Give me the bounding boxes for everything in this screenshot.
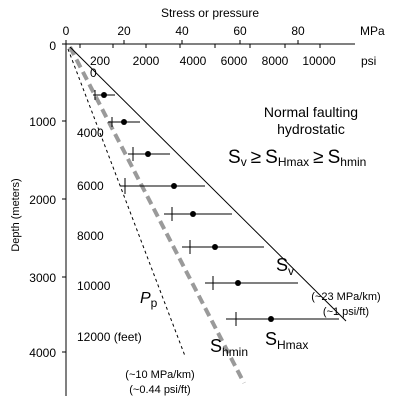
feet-label: 0 <box>90 66 97 80</box>
depth-tick-label: 1000 <box>29 115 56 129</box>
psi-tick-marks <box>79 44 321 48</box>
depth-tick-label: 3000 <box>29 271 56 285</box>
shmax-label: SHmax <box>265 329 308 352</box>
depth-tick-label: 2000 <box>29 193 56 207</box>
psi-tick-label: 4000 <box>180 54 207 68</box>
psi-tick-label: 2000 <box>133 54 160 68</box>
diagram-title: Stress or pressure <box>161 6 259 20</box>
sv-label: Sv <box>276 255 294 278</box>
psi-unit: psi <box>361 54 376 68</box>
psi-tick-label: 200 <box>90 54 110 68</box>
depth-tick-label: 0 <box>49 39 56 53</box>
mpa-tick-label: 0 <box>63 24 70 38</box>
regime-line2: hydrostatic <box>277 121 345 137</box>
mpa-tick-marks <box>65 40 299 44</box>
feet-label: 8000 <box>77 229 104 243</box>
shmin-line <box>68 46 246 384</box>
depth-tick-label: 4000 <box>29 346 56 360</box>
overburden-gradient-psi: (~1 psi/ft) <box>323 306 369 318</box>
feet-label: 6000 <box>77 179 104 193</box>
stress-relation: Sv ≥ SHmax ≥ Shmin <box>228 147 366 169</box>
mpa-tick-label: 20 <box>117 24 131 38</box>
mpa-tick-label: 80 <box>291 24 305 38</box>
mpa-tick-label: 60 <box>233 24 247 38</box>
mpa-unit: MPa <box>360 24 385 38</box>
overburden-gradient-mpa: (~23 MPa/km) <box>311 291 380 303</box>
psi-tick-label: 6000 <box>221 54 248 68</box>
feet-label: 10000 <box>77 279 111 293</box>
feet-label: 12000 (feet) <box>77 330 142 344</box>
feet-label: 4000 <box>77 126 104 140</box>
depth-tick-marks <box>62 43 66 353</box>
hydrostatic-gradient-mpa: (~10 MPa/km) <box>125 369 194 381</box>
hydrostatic-gradient-psi: (~0.44 psi/ft) <box>129 384 190 396</box>
pore-pressure-line <box>67 48 186 357</box>
depth-axis-label: Depth (meters) <box>10 178 22 251</box>
psi-tick-label: 8000 <box>262 54 289 68</box>
sv-line <box>69 46 347 322</box>
psi-tick-label: 10000 <box>302 54 336 68</box>
shmin-label: Shmin <box>210 336 248 359</box>
pp-label: Pp <box>140 290 158 310</box>
regime-line1: Normal faulting <box>264 104 358 120</box>
stress-range-bars <box>93 90 339 326</box>
mpa-tick-label: 40 <box>175 24 189 38</box>
